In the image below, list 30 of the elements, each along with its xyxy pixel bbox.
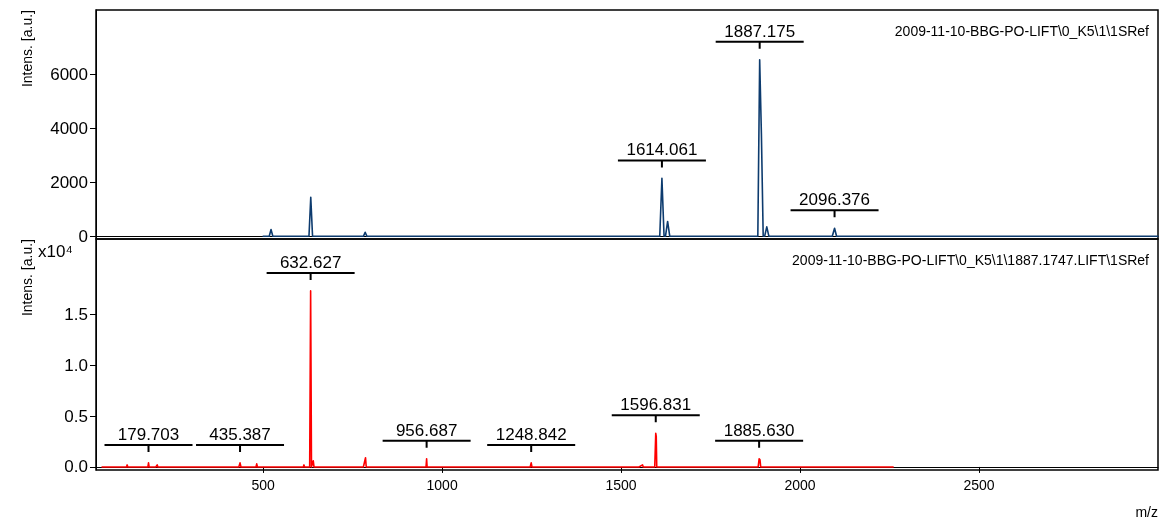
y-tick-label: 0 — [78, 226, 88, 246]
y-tick-label: 0.0 — [64, 457, 88, 477]
text: x10⁴ — [38, 242, 73, 261]
y-tick-label: 6000 — [50, 65, 88, 85]
x-tick-label: 2000 — [784, 477, 816, 493]
text: 2009-11-10-BBG-PO-LIFT\0_K5\1\1887.1747.LIFT\1SRef — [792, 252, 1150, 268]
line-series — [262, 59, 1159, 238]
x-tick-label: 2500 — [963, 477, 995, 493]
y-tick-label: 1.0 — [64, 355, 88, 375]
x-axis-title: m/z — [1135, 504, 1159, 520]
annotation: 1596.831 — [620, 395, 692, 415]
annotation: 2096.376 — [799, 190, 871, 210]
y-tick-label: 1.5 — [64, 304, 88, 324]
y-axis-title: Intens. [a.u.] — [19, 239, 35, 317]
annotation: 956.687 — [395, 420, 458, 440]
annotation: 179.703 — [117, 424, 180, 444]
annotation: 1614.061 — [626, 140, 698, 160]
annotation: 1248.842 — [495, 424, 567, 444]
annotation: 632.627 — [279, 252, 342, 272]
x-tick-label: 1500 — [605, 477, 637, 493]
text: 2009-11-10-BBG-PO-LIFT\0_K5\1\1SRef — [894, 23, 1150, 39]
annotation: 1885.630 — [723, 420, 795, 440]
y-tick-label: 2000 — [50, 172, 88, 192]
y-tick-label: 0.5 — [64, 406, 88, 426]
x-tick-label: 500 — [251, 477, 276, 493]
annotation: 435.387 — [209, 424, 271, 444]
x-tick-label: 1000 — [426, 477, 458, 493]
y-axis-title: Intens. [a.u.] — [19, 10, 35, 88]
y-tick-label: 4000 — [50, 119, 88, 139]
annotation: 1887.175 — [724, 21, 796, 41]
